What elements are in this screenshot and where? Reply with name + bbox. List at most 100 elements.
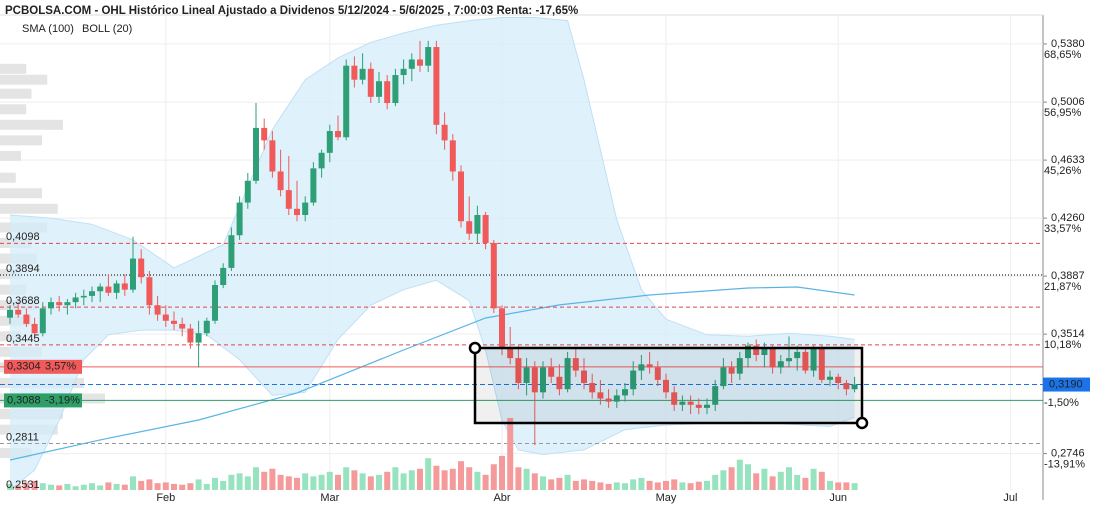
volume-bar <box>827 480 833 490</box>
candle-body <box>507 348 514 359</box>
volume-bar <box>531 473 538 490</box>
volume-bar <box>335 474 341 490</box>
y-tick-label: 0,4260 <box>1051 212 1085 224</box>
volume-bar <box>220 480 227 490</box>
volume-bar <box>228 474 235 490</box>
underlay <box>0 14 1047 500</box>
candle-body <box>384 81 391 104</box>
candle-body <box>556 376 563 390</box>
candle-body <box>835 376 842 383</box>
volume-bar <box>261 471 268 490</box>
candle-body <box>195 333 202 343</box>
volume-bar <box>835 482 842 490</box>
volume-bar <box>540 476 546 490</box>
candle-body <box>671 392 678 405</box>
candle-body <box>236 202 243 236</box>
candle-body <box>720 367 727 387</box>
candle-body <box>622 389 628 396</box>
volume-bar <box>326 471 333 490</box>
volume-bar <box>720 470 727 490</box>
candle-body <box>753 345 760 355</box>
volume-bar <box>794 474 801 490</box>
volume-bar <box>613 482 620 490</box>
candle-body <box>130 258 136 290</box>
candle-body <box>97 286 104 292</box>
range-handle[interactable] <box>468 341 482 355</box>
level-label: 0,4098 <box>6 231 40 243</box>
volume-bar <box>15 485 22 490</box>
volume-bar <box>736 459 743 490</box>
volume-bar <box>507 418 514 490</box>
volume-bar <box>499 455 505 490</box>
volume-bar <box>769 476 776 490</box>
candle-body <box>523 367 530 383</box>
volume-bar <box>179 484 186 490</box>
candle-body <box>843 382 850 390</box>
range-handle[interactable] <box>855 416 869 430</box>
volume-bar <box>7 483 13 490</box>
chart-title: PCBOLSA.COM - OHL Histórico Lineal Ajust… <box>5 5 578 17</box>
bollinger-upper <box>9 17 855 340</box>
candle-body <box>548 367 555 377</box>
volume-bar <box>646 480 653 490</box>
volume-profile-bar <box>0 135 42 146</box>
volume-bar <box>745 464 751 490</box>
candle-body <box>294 208 300 216</box>
volume-bar <box>654 482 661 490</box>
volume-bar <box>408 470 415 490</box>
volume-bar <box>359 473 366 490</box>
candle-body <box>179 323 186 329</box>
candle-body <box>654 367 661 380</box>
candle-body <box>277 171 284 191</box>
volume-bar <box>695 481 702 490</box>
candle-body <box>80 295 87 298</box>
candle-body <box>187 328 194 343</box>
bollinger-band <box>10 17 855 491</box>
volume-bar <box>761 468 768 490</box>
pct-label: 21,87% <box>1044 281 1082 293</box>
volume-bar <box>728 467 735 490</box>
candle-body <box>646 364 653 368</box>
candle-body <box>39 308 46 334</box>
candle-body <box>64 302 71 306</box>
volume-bar <box>277 474 284 490</box>
candle-body <box>786 358 792 362</box>
volume-bar <box>712 474 719 490</box>
volume-bar <box>572 480 579 490</box>
range-box[interactable] <box>473 346 864 425</box>
last-price-box <box>1043 377 1090 392</box>
volume-bar <box>97 485 104 490</box>
volume-bar <box>441 470 448 490</box>
candle-body <box>15 309 22 315</box>
volume-bar <box>597 482 604 490</box>
volume-bar <box>671 479 678 490</box>
volume-bar <box>121 484 128 490</box>
candle-body <box>818 348 825 380</box>
volume-bar <box>449 468 456 490</box>
candle-body <box>31 323 38 334</box>
candle-body <box>630 370 637 390</box>
last-price-label: 0,3190 <box>1049 378 1083 390</box>
volume-bar <box>786 467 792 490</box>
volume-bar <box>417 468 423 490</box>
pct-label: 45,26% <box>1044 165 1082 177</box>
candle-body <box>417 59 423 66</box>
candle-body <box>515 358 522 383</box>
volume-bar <box>105 482 112 490</box>
x-tick-label: Jul <box>1003 492 1017 504</box>
candle-body <box>343 65 350 138</box>
volume-profile-bar <box>0 74 48 85</box>
volume-bar <box>638 477 645 490</box>
pct-label: 10,18% <box>1044 339 1082 351</box>
volume-profile-bar <box>0 88 32 99</box>
volume-bar <box>482 474 489 490</box>
volume-bar <box>367 476 374 490</box>
volume-profile-bar <box>0 104 27 115</box>
candle-body <box>572 358 579 371</box>
candle-body <box>48 302 54 309</box>
level-box <box>4 359 82 374</box>
volume-bar <box>425 458 432 490</box>
level-label: 0,2811 <box>6 431 39 443</box>
y-tick-label: 0,5006 <box>1051 96 1085 108</box>
